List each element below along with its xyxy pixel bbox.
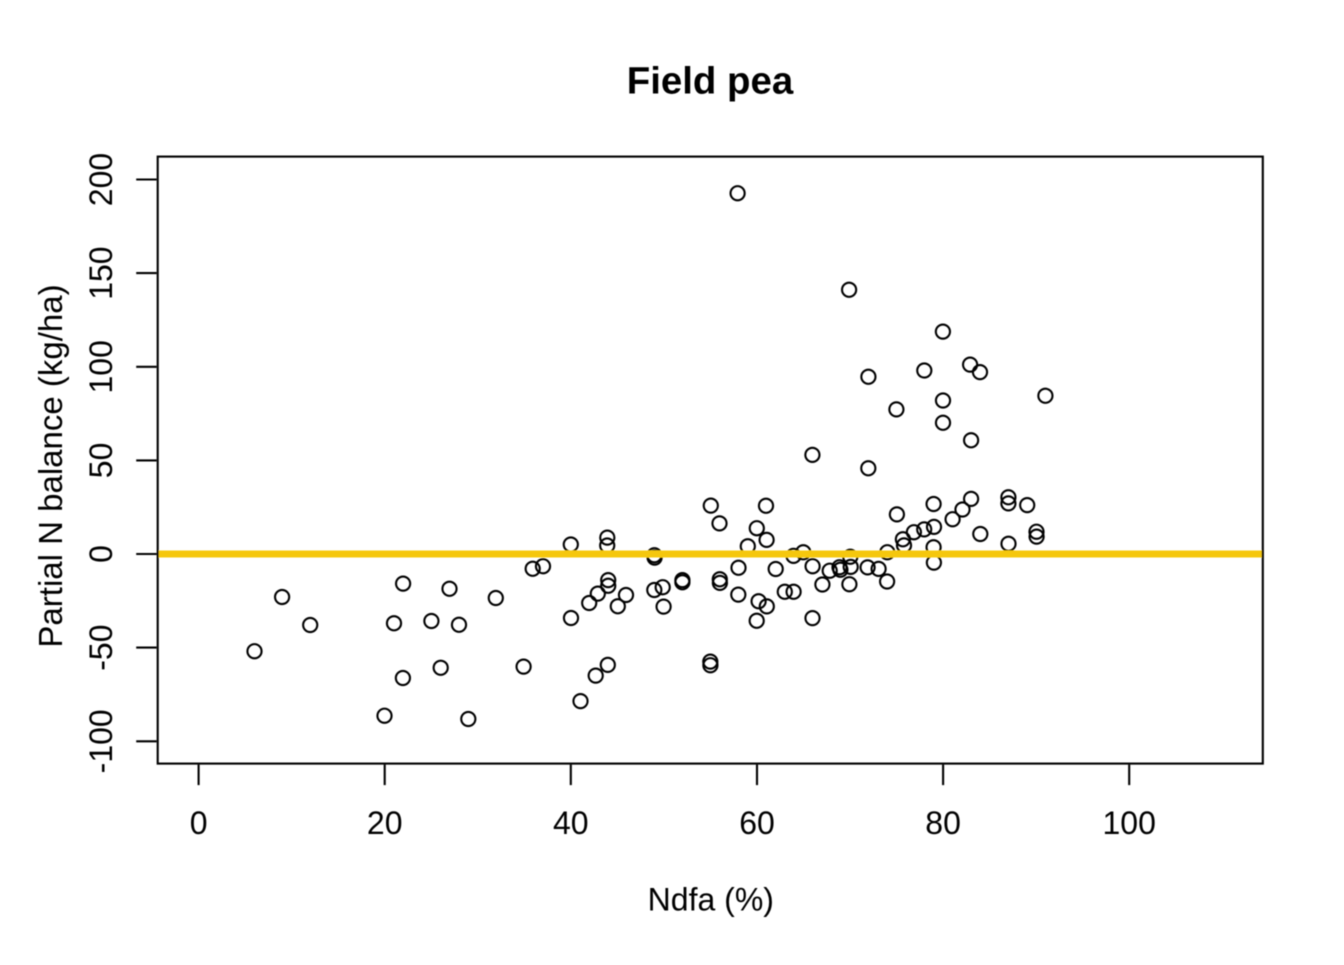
svg-text:Partial N balance (kg/ha): Partial N balance (kg/ha) xyxy=(32,284,69,647)
svg-text:40: 40 xyxy=(553,805,589,841)
svg-text:50: 50 xyxy=(83,443,119,479)
svg-text:200: 200 xyxy=(83,153,119,206)
svg-text:-50: -50 xyxy=(83,624,119,670)
svg-text:150: 150 xyxy=(83,246,119,299)
svg-text:80: 80 xyxy=(925,805,961,841)
svg-text:Ndfa (%): Ndfa (%) xyxy=(648,882,774,918)
svg-text:0: 0 xyxy=(83,545,119,563)
svg-text:Field pea: Field pea xyxy=(627,60,794,103)
svg-text:100: 100 xyxy=(83,340,119,393)
svg-text:100: 100 xyxy=(1103,805,1156,841)
svg-text:0: 0 xyxy=(190,805,208,841)
svg-text:-100: -100 xyxy=(83,709,119,773)
svg-text:60: 60 xyxy=(739,805,775,841)
svg-text:20: 20 xyxy=(367,805,403,841)
